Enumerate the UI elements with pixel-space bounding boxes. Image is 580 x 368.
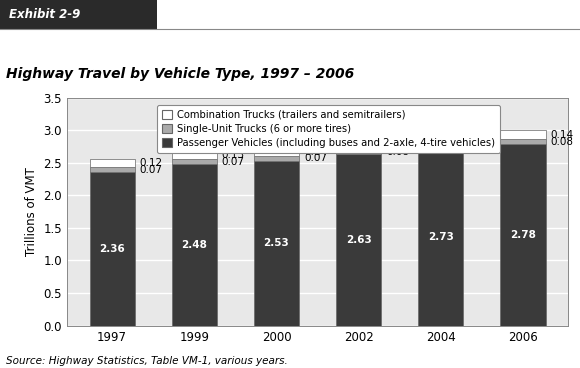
Text: 0.14: 0.14	[550, 130, 574, 140]
Bar	[336, 149, 381, 154]
Text: 2.63: 2.63	[346, 235, 372, 245]
Bar	[89, 172, 135, 326]
Text: 0.07: 0.07	[304, 153, 327, 163]
Text: 2.48: 2.48	[182, 240, 207, 250]
Bar	[418, 142, 463, 148]
Y-axis label: Trillions of VMT: Trillions of VMT	[25, 167, 38, 256]
Bar	[172, 164, 217, 326]
Legend: Combination Trucks (trailers and semitrailers), Single-Unit Trucks (6 or more ti: Combination Trucks (trailers and semitra…	[157, 105, 500, 153]
Bar	[501, 145, 546, 326]
Bar	[89, 159, 135, 167]
Text: 0.14: 0.14	[304, 146, 327, 157]
Bar	[254, 156, 299, 161]
Text: 0.07: 0.07	[140, 164, 162, 174]
Text: 2.36: 2.36	[99, 244, 125, 254]
Text: 0.15: 0.15	[468, 132, 491, 143]
Text: 2.53: 2.53	[263, 238, 289, 248]
Bar	[418, 148, 463, 326]
Text: Highway Travel by Vehicle Type, 1997 – 2006: Highway Travel by Vehicle Type, 1997 – 2…	[6, 67, 354, 81]
Bar	[501, 130, 546, 139]
Text: 0.08: 0.08	[386, 146, 409, 157]
Bar	[172, 151, 217, 159]
Bar	[172, 159, 217, 164]
Text: 0.08: 0.08	[468, 140, 491, 150]
Bar	[336, 154, 381, 326]
Bar	[501, 139, 546, 145]
Text: 0.12: 0.12	[140, 158, 163, 169]
Text: 2.73: 2.73	[428, 232, 454, 242]
Bar	[254, 161, 299, 326]
Text: Exhibit 2-9: Exhibit 2-9	[9, 8, 81, 21]
Text: 0.08: 0.08	[550, 137, 574, 147]
Text: 0.07: 0.07	[222, 157, 245, 167]
Text: 0.13: 0.13	[222, 150, 245, 160]
Text: 2.78: 2.78	[510, 230, 536, 240]
Bar	[418, 133, 463, 142]
Text: Source: Highway Statistics, Table VM-1, various years.: Source: Highway Statistics, Table VM-1, …	[6, 356, 288, 366]
Bar	[336, 140, 381, 149]
Bar	[89, 167, 135, 172]
Bar	[254, 147, 299, 156]
Text: 0.14: 0.14	[386, 139, 409, 149]
